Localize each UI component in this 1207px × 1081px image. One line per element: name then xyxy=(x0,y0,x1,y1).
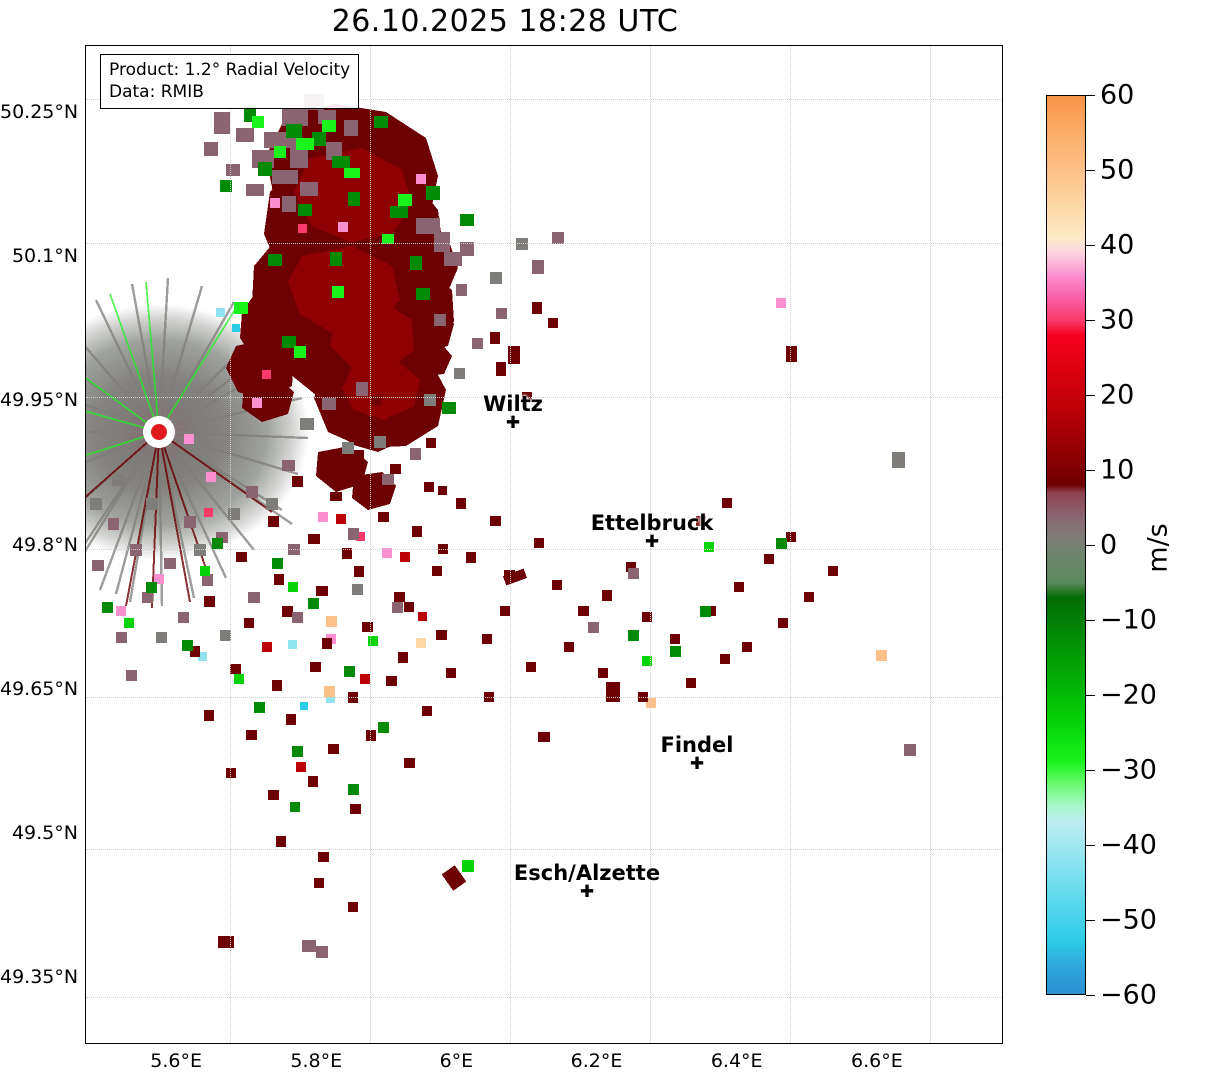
gridline-horizontal xyxy=(86,397,1002,398)
colorbar-tick-mark xyxy=(1086,695,1095,696)
longitude-tick-label: 6.4°E xyxy=(710,1050,763,1072)
colorbar-tick-mark xyxy=(1086,770,1095,771)
gridline-horizontal xyxy=(86,549,1002,550)
colorbar-tick-label: 10 xyxy=(1100,454,1135,486)
colorbar-unit-label: m/s xyxy=(1142,523,1174,573)
radar-map-plot: Product: 1.2° Radial Velocity Data: RMIB… xyxy=(85,45,1003,1044)
city-label-esch-alzette: Esch/Alzette ✚ xyxy=(513,861,661,902)
radar-velocity-field xyxy=(86,94,916,958)
colorbar-tick-mark xyxy=(1086,245,1095,246)
colorbar xyxy=(1046,95,1086,995)
city-marker-icon: ✚ xyxy=(505,413,521,433)
longitude-tick-label: 6°E xyxy=(439,1050,474,1072)
city-marker-icon: ✚ xyxy=(689,754,705,774)
colorbar-tick-label: 20 xyxy=(1100,379,1135,411)
longitude-tick-label: 5.8°E xyxy=(290,1050,343,1072)
gridline-vertical xyxy=(790,46,791,1043)
colorbar-tick-mark xyxy=(1086,995,1095,996)
colorbar-tick-label: −50 xyxy=(1100,904,1157,936)
data-source-line: Data: RMIB xyxy=(109,82,204,102)
gridline-horizontal xyxy=(86,243,1002,244)
colorbar-tick-mark xyxy=(1086,845,1095,846)
latitude-tick-label: 49.8°N xyxy=(11,533,78,556)
latitude-tick-label: 49.35°N xyxy=(0,965,79,988)
colorbar-tick-mark xyxy=(1086,95,1095,96)
colorbar-tick-label: 50 xyxy=(1100,154,1135,186)
colorbar-tick-mark xyxy=(1086,920,1095,921)
gridline-vertical xyxy=(370,46,371,1043)
gridline-horizontal xyxy=(86,997,1002,998)
gridline-horizontal xyxy=(86,99,1002,100)
colorbar-tick-mark xyxy=(1086,395,1095,396)
colorbar-tick-label: 30 xyxy=(1100,304,1135,336)
latitude-tick-label: 49.65°N xyxy=(0,677,79,700)
colorbar-tick-label: −30 xyxy=(1100,754,1157,786)
colorbar-tick-label: 60 xyxy=(1100,79,1135,111)
gridline-vertical xyxy=(510,46,511,1043)
colorbar-tick-label: 40 xyxy=(1100,229,1135,261)
page-title: 26.10.2025 18:28 UTC xyxy=(331,4,679,39)
latitude-tick-label: 49.5°N xyxy=(11,821,78,844)
city-label-findel: Findel ✚ xyxy=(660,733,734,774)
product-line: Product: 1.2° Radial Velocity xyxy=(109,60,351,80)
colorbar-tick-label: −20 xyxy=(1100,679,1157,711)
colorbar-tick-mark xyxy=(1086,170,1095,171)
longitude-tick-label: 6.6°E xyxy=(850,1050,903,1072)
city-name: Findel xyxy=(660,733,734,757)
city-name: Ettelbruck xyxy=(590,511,714,535)
colorbar-tick-label: −60 xyxy=(1100,979,1157,1011)
longitude-tick-label: 6.2°E xyxy=(570,1050,623,1072)
latitude-tick-label: 50.25°N xyxy=(0,101,79,124)
colorbar-tick-mark xyxy=(1086,320,1095,321)
product-info-box: Product: 1.2° Radial Velocity Data: RMIB xyxy=(100,54,360,109)
colorbar-tick-mark xyxy=(1086,470,1095,471)
longitude-tick-label: 5.6°E xyxy=(150,1050,202,1072)
gridline-vertical xyxy=(650,46,651,1043)
gridline-vertical xyxy=(930,46,931,1043)
colorbar-tick-label: −10 xyxy=(1100,604,1157,636)
colorbar-gradient xyxy=(1047,96,1085,994)
colorbar-tick-label: −40 xyxy=(1100,829,1157,861)
city-name: Wiltz xyxy=(483,392,543,416)
gridline-horizontal xyxy=(86,697,1002,698)
city-name: Esch/Alzette xyxy=(513,861,661,885)
latitude-tick-label: 50.1°N xyxy=(11,245,78,268)
city-marker-icon: ✚ xyxy=(644,532,660,552)
radar-site-marker xyxy=(151,424,167,440)
gridline-horizontal xyxy=(86,849,1002,850)
city-marker-icon: ✚ xyxy=(579,882,595,902)
colorbar-tick-label: 0 xyxy=(1100,529,1118,561)
city-label-ettelbruck: Ettelbruck ✚ xyxy=(590,511,714,552)
latitude-tick-label: 49.95°N xyxy=(0,389,79,412)
colorbar-tick-mark xyxy=(1086,545,1095,546)
colorbar-tick-mark xyxy=(1086,620,1095,621)
gridline-vertical xyxy=(230,46,231,1043)
city-label-wiltz: Wiltz ✚ xyxy=(483,392,543,433)
